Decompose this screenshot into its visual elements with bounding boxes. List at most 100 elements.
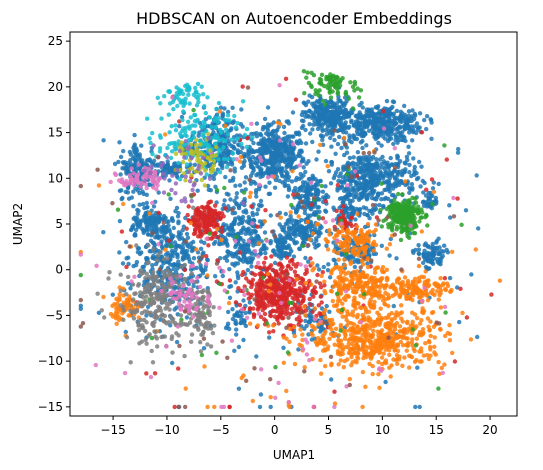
data-point <box>143 212 148 217</box>
data-point <box>296 322 301 327</box>
data-point <box>306 99 311 104</box>
data-point <box>311 288 316 293</box>
data-point <box>254 134 260 139</box>
data-point <box>384 246 389 251</box>
data-point <box>395 153 400 158</box>
data-point <box>362 211 367 217</box>
data-point <box>233 183 238 188</box>
data-point <box>321 264 326 270</box>
data-point <box>227 178 233 184</box>
data-point <box>273 160 278 165</box>
data-point <box>342 358 347 364</box>
data-point <box>373 182 378 187</box>
data-point <box>432 350 437 355</box>
data-point <box>368 173 373 178</box>
data-point <box>119 188 124 193</box>
data-point <box>262 161 267 166</box>
data-point <box>255 292 261 297</box>
data-point <box>303 141 309 146</box>
data-point <box>381 351 386 356</box>
data-point <box>474 173 479 178</box>
data-point <box>366 309 372 314</box>
data-point <box>328 114 334 120</box>
data-point <box>242 158 247 164</box>
data-point <box>300 235 305 240</box>
data-point <box>258 168 263 173</box>
data-point <box>112 161 118 167</box>
data-point <box>302 304 307 310</box>
data-point <box>176 366 181 371</box>
data-point <box>436 181 441 187</box>
data-point <box>342 336 348 341</box>
data-point <box>399 310 404 315</box>
data-point <box>439 255 444 260</box>
data-point <box>284 255 290 260</box>
data-point <box>347 124 352 129</box>
data-point <box>358 140 364 145</box>
data-point <box>283 312 289 317</box>
data-point <box>373 105 378 110</box>
data-point <box>384 98 390 104</box>
data-point <box>319 225 324 230</box>
data-point <box>233 280 238 285</box>
data-point <box>364 192 370 197</box>
data-point <box>330 298 335 304</box>
data-point <box>273 238 278 243</box>
data-point <box>381 108 386 114</box>
data-point <box>355 280 360 286</box>
data-point <box>337 342 342 347</box>
data-point <box>388 236 393 242</box>
data-point <box>144 205 150 210</box>
data-point <box>132 233 137 238</box>
data-point <box>168 262 173 267</box>
data-point <box>316 303 321 308</box>
data-point <box>416 175 421 181</box>
data-point <box>273 278 278 283</box>
data-point <box>394 256 399 261</box>
data-point <box>325 347 330 352</box>
data-point <box>174 305 179 310</box>
data-point <box>217 241 222 247</box>
data-point <box>308 131 313 136</box>
data-point <box>329 144 334 149</box>
data-point <box>306 187 311 193</box>
data-point <box>307 122 312 127</box>
data-point <box>341 204 346 209</box>
data-point <box>243 227 249 233</box>
data-point <box>376 140 381 146</box>
data-point <box>364 143 369 148</box>
data-point <box>323 118 328 123</box>
data-point <box>238 250 243 255</box>
data-point <box>267 180 272 185</box>
data-point <box>245 245 251 250</box>
data-point <box>316 229 321 234</box>
data-point <box>339 184 345 190</box>
data-point <box>318 133 324 138</box>
data-point <box>332 258 337 263</box>
data-point <box>315 182 321 187</box>
data-point <box>205 183 211 189</box>
data-point <box>219 225 224 231</box>
data-point <box>254 211 260 217</box>
data-point <box>172 404 177 410</box>
data-point <box>253 190 259 195</box>
data-point <box>184 231 190 237</box>
data-point <box>117 218 123 224</box>
data-point <box>212 203 218 208</box>
data-point <box>407 162 412 168</box>
data-point <box>202 224 207 229</box>
data-point <box>167 178 172 183</box>
data-point <box>419 346 424 351</box>
data-point <box>175 312 180 317</box>
data-point <box>220 165 225 171</box>
data-point <box>220 113 225 118</box>
data-point <box>177 124 182 129</box>
data-point <box>284 173 289 179</box>
data-point <box>285 158 291 163</box>
data-point <box>359 120 364 126</box>
data-point <box>173 209 178 214</box>
data-point <box>380 361 385 367</box>
data-point <box>460 310 465 316</box>
data-point <box>398 339 403 345</box>
data-point <box>231 175 236 181</box>
